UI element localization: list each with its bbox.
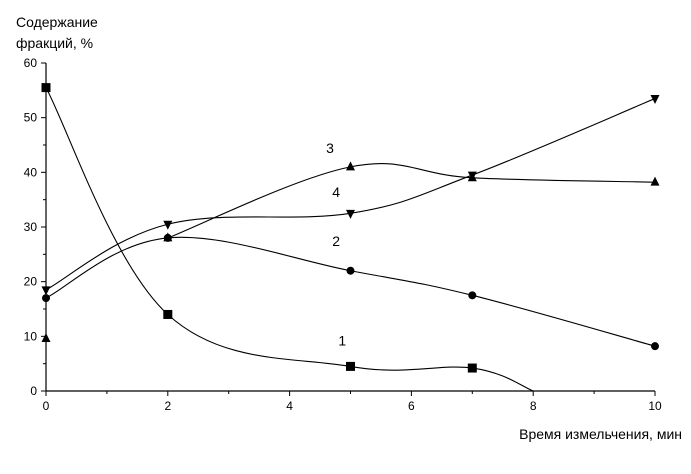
y-tick-label: 50 — [24, 111, 38, 125]
series-4-point — [346, 209, 355, 219]
y-axis-title-line-2: фракций, % — [16, 35, 93, 51]
series-4-point — [650, 95, 660, 105]
series-1-label: 1 — [338, 333, 346, 349]
y-axis-title-line-1: Содержание — [16, 14, 98, 30]
series-3-label: 3 — [326, 140, 334, 156]
series-3-point — [163, 232, 173, 242]
x-tick-label: 0 — [43, 399, 50, 413]
y-tick-label: 30 — [24, 220, 38, 234]
series-1-point — [346, 361, 355, 371]
series-3-line — [167, 163, 656, 239]
x-tick-label: 4 — [286, 399, 293, 413]
x-axis-title: Время измельчения, мин — [519, 426, 682, 442]
series-1-point — [41, 83, 51, 93]
series-4-line — [45, 98, 656, 291]
series-2-point — [651, 342, 659, 351]
series-1-line — [45, 87, 534, 392]
y-tick-label: 40 — [24, 165, 38, 179]
series-2-label: 2 — [332, 233, 340, 249]
series-2-point — [346, 266, 355, 275]
series-3-point — [41, 333, 51, 343]
series-4-label: 4 — [332, 184, 340, 200]
series-3-point — [650, 176, 660, 186]
series-1-point — [163, 309, 173, 319]
x-tick-label: 6 — [408, 399, 415, 413]
series-2-point — [42, 294, 50, 303]
y-tick-label: 20 — [24, 275, 38, 289]
y-tick-label: 10 — [24, 329, 38, 343]
x-tick-label: 2 — [164, 399, 171, 413]
series-4-point — [41, 286, 51, 296]
series-2-point — [468, 291, 477, 300]
series-3-point — [346, 161, 355, 171]
series-1-point — [467, 363, 477, 373]
y-tick-label: 60 — [24, 56, 38, 70]
series-4-point — [163, 220, 173, 230]
x-tick-label: 8 — [530, 399, 537, 413]
y-tick-label: 0 — [30, 384, 37, 398]
plot-area: 0 2 4 6 8 10 0 10 20 30 40 50 60 1 2 3 4 — [24, 56, 662, 413]
x-tick-label: 10 — [648, 399, 662, 413]
series-2-line — [45, 236, 656, 347]
series-4-point — [467, 171, 477, 181]
